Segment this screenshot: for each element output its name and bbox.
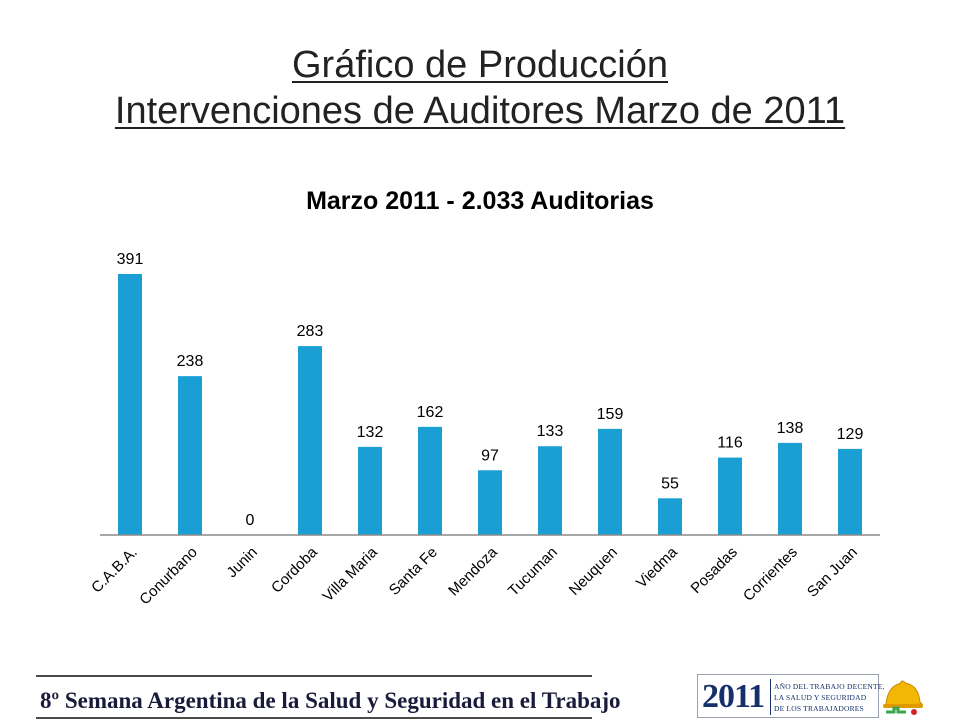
x-tick-label: Santa Fe (386, 544, 441, 599)
data-label: 159 (597, 406, 624, 423)
page-title: Gráfico de Producción (292, 44, 668, 86)
x-tick-label: Villa Maria (319, 543, 381, 605)
data-label: 283 (297, 323, 324, 340)
x-tick-label: Posadas (688, 544, 741, 597)
chart-title: Marzo 2011 - 2.033 Auditorias (306, 187, 654, 215)
data-label: 129 (837, 426, 864, 443)
bar-corrientes (778, 442, 802, 535)
x-tick-label: C.A.B.A. (88, 544, 141, 597)
data-label: 133 (537, 423, 564, 440)
bar-chart: Marzo 2011 - 2.033 Auditorias 391 238 0 283… (88, 187, 880, 608)
logo-line-2: LA SALUD Y SEGURIDAD (774, 693, 867, 702)
data-label: 0 (246, 512, 255, 529)
banner-top-rule (36, 675, 592, 677)
bar-posadas (718, 457, 742, 535)
data-label: 55 (661, 475, 679, 492)
bar-neuquen (598, 428, 622, 535)
data-label: 132 (357, 424, 384, 441)
bar-c-a-b-a (118, 274, 142, 535)
data-label: 238 (177, 353, 204, 370)
x-tick-label: Junin (223, 544, 260, 581)
data-labels-layer: 391 238 0 283 132 162 97 133 159 55 116 138 129 (117, 251, 864, 529)
data-label: 391 (117, 251, 144, 268)
banner-bottom-rule (36, 717, 592, 719)
bar-tucuman (538, 446, 562, 535)
year-logo: 2011 AÑO DEL TRABAJO DECENTE, LA SALUD Y… (697, 674, 884, 718)
x-tick-label: Conurbano (136, 544, 201, 609)
x-tick-label: Viedma (633, 543, 681, 591)
bar-mendoza (478, 470, 502, 535)
logo-line-3: DE LOS TRABAJADORES (774, 704, 864, 713)
bar-conurbano (178, 376, 202, 535)
data-label: 138 (777, 420, 804, 437)
bar-villa-maria (358, 446, 382, 535)
data-label: 162 (417, 404, 444, 421)
data-label: 116 (717, 435, 743, 452)
bars-layer (118, 274, 862, 535)
x-tick-label: Neuquen (566, 544, 621, 599)
x-tick-label: Cordoba (268, 543, 321, 596)
logo-line-1: AÑO DEL TRABAJO DECENTE, (774, 682, 885, 691)
footer-banner: 8º Semana Argentina de la Salud y Seguri… (0, 672, 960, 720)
page-subtitle: Intervenciones de Auditores Marzo de 201… (114, 90, 846, 132)
x-tick-label: Corrientes (740, 544, 801, 605)
bar-viedma (658, 498, 682, 535)
logo-year: 2011 (702, 678, 765, 715)
bar-san-juan (838, 448, 862, 535)
bar-cordoba (298, 346, 322, 535)
event-banner-text: 8º Semana Argentina de la Salud y Seguri… (40, 688, 621, 713)
data-label: 97 (481, 447, 499, 464)
bar-santa-fe (418, 426, 442, 535)
x-tick-label: Tucuman (505, 544, 561, 600)
logo-separator (770, 679, 771, 715)
x-tick-label: San Juan (804, 544, 861, 601)
x-tick-label: Mendoza (445, 543, 501, 599)
helmet-icon (882, 680, 924, 715)
